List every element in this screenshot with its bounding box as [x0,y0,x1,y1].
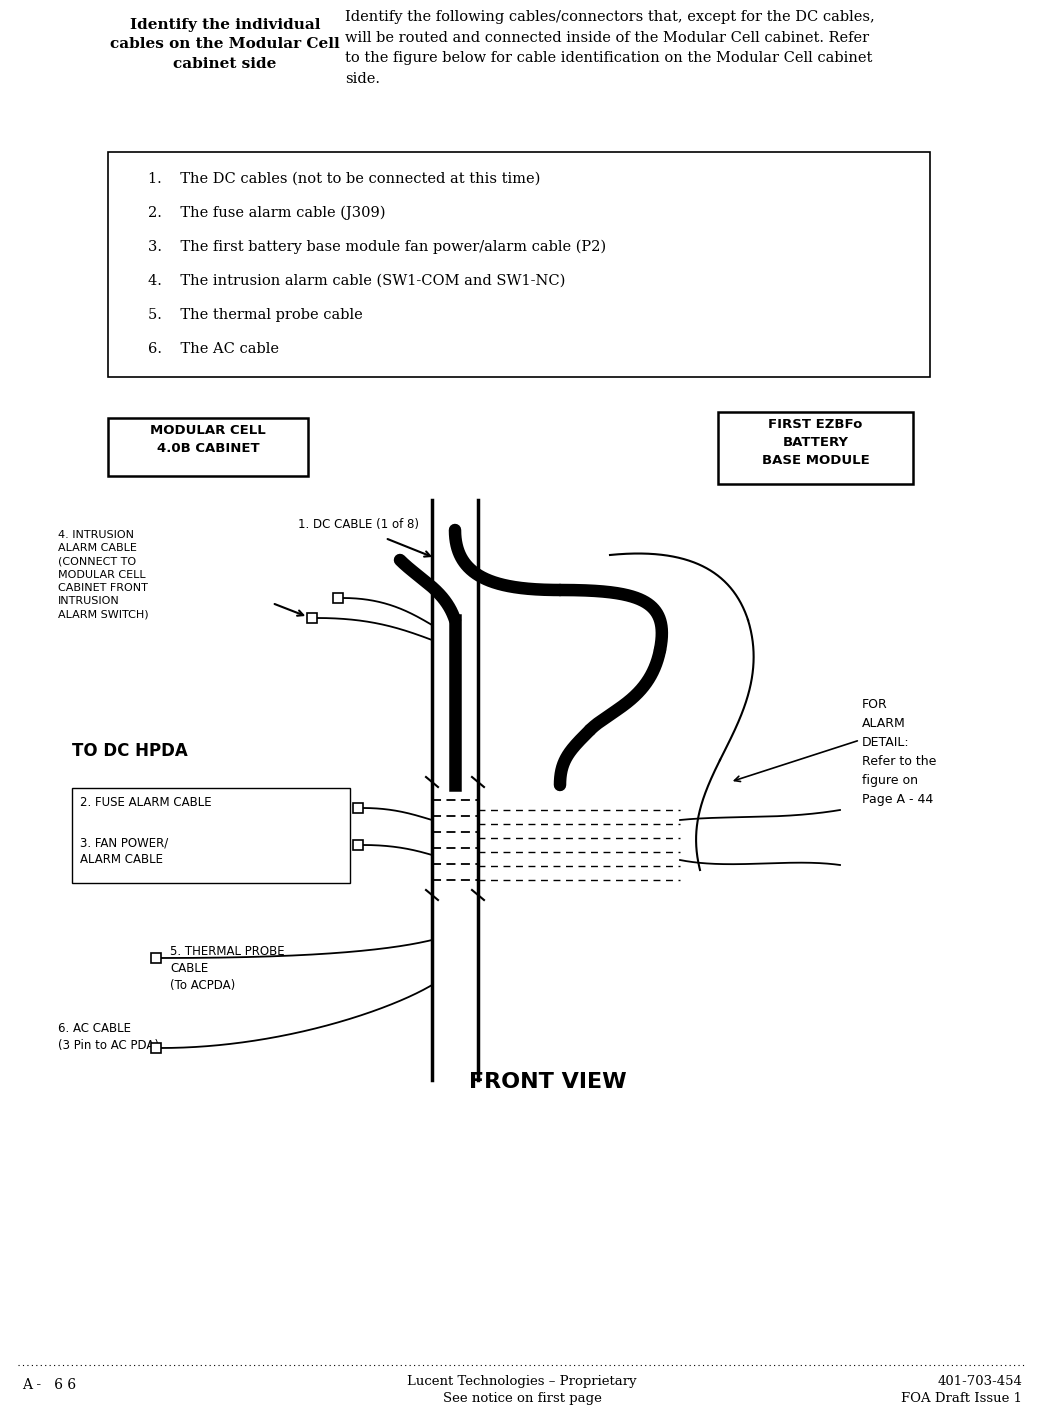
Text: TO DC HPDA: TO DC HPDA [72,743,188,759]
Text: Lucent Technologies – Proprietary: Lucent Technologies – Proprietary [407,1375,637,1388]
Text: FIRST EZBFo
BATTERY
BASE MODULE: FIRST EZBFo BATTERY BASE MODULE [762,418,870,466]
Text: 5. THERMAL PROBE
CABLE
(To ACPDA): 5. THERMAL PROBE CABLE (To ACPDA) [170,945,285,992]
Text: 3. FAN POWER/
ALARM CABLE: 3. FAN POWER/ ALARM CABLE [80,836,168,867]
Text: 6. AC CABLE
(3 Pin to AC PDA): 6. AC CABLE (3 Pin to AC PDA) [58,1022,159,1053]
Text: MODULAR CELL
4.0B CABINET: MODULAR CELL 4.0B CABINET [150,424,266,455]
Bar [718,411,914,485]
Text: Identify the following cables/connectors that, except for the DC cables,
will be: Identify the following cables/connectors… [345,10,875,86]
Bar [307,613,317,623]
Text: FRONT VIEW: FRONT VIEW [469,1072,626,1092]
Text: 401-703-454: 401-703-454 [938,1375,1022,1388]
Bar [108,152,930,378]
Text: FOA Draft Issue 1: FOA Draft Issue 1 [901,1392,1022,1405]
Text: 1.    The DC cables (not to be connected at this time): 1. The DC cables (not to be connected at… [148,172,541,186]
Text: See notice on first page: See notice on first page [443,1392,601,1405]
Text: 1. DC CABLE (1 of 8): 1. DC CABLE (1 of 8) [298,519,419,531]
Bar [72,788,350,883]
Text: 2. FUSE ALARM CABLE: 2. FUSE ALARM CABLE [80,796,212,809]
Text: 4. INTRUSION
ALARM CABLE
(CONNECT TO
MODULAR CELL
CABINET FRONT
INTRUSION
ALARM : 4. INTRUSION ALARM CABLE (CONNECT TO MOD… [58,530,148,619]
Text: 4.    The intrusion alarm cable (SW1-COM and SW1-NC): 4. The intrusion alarm cable (SW1-COM an… [148,273,566,287]
Bar [333,593,343,603]
Text: 5.    The thermal probe cable: 5. The thermal probe cable [148,309,362,323]
Bar [353,840,363,850]
Bar [151,1043,161,1053]
Text: Identify the individual
cables on the Modular Cell
cabinet side: Identify the individual cables on the Mo… [110,18,340,70]
Text: 2.    The fuse alarm cable (J309): 2. The fuse alarm cable (J309) [148,206,385,220]
Text: A -   6 6: A - 6 6 [22,1378,76,1392]
Text: 6.    The AC cable: 6. The AC cable [148,342,279,356]
Bar [108,418,308,476]
Bar [151,952,161,962]
Text: FOR
ALARM
DETAIL:
Refer to the
figure on
Page A - 44: FOR ALARM DETAIL: Refer to the figure on… [862,697,936,806]
Bar [353,803,363,813]
Text: 3.    The first battery base module fan power/alarm cable (P2): 3. The first battery base module fan pow… [148,240,607,255]
